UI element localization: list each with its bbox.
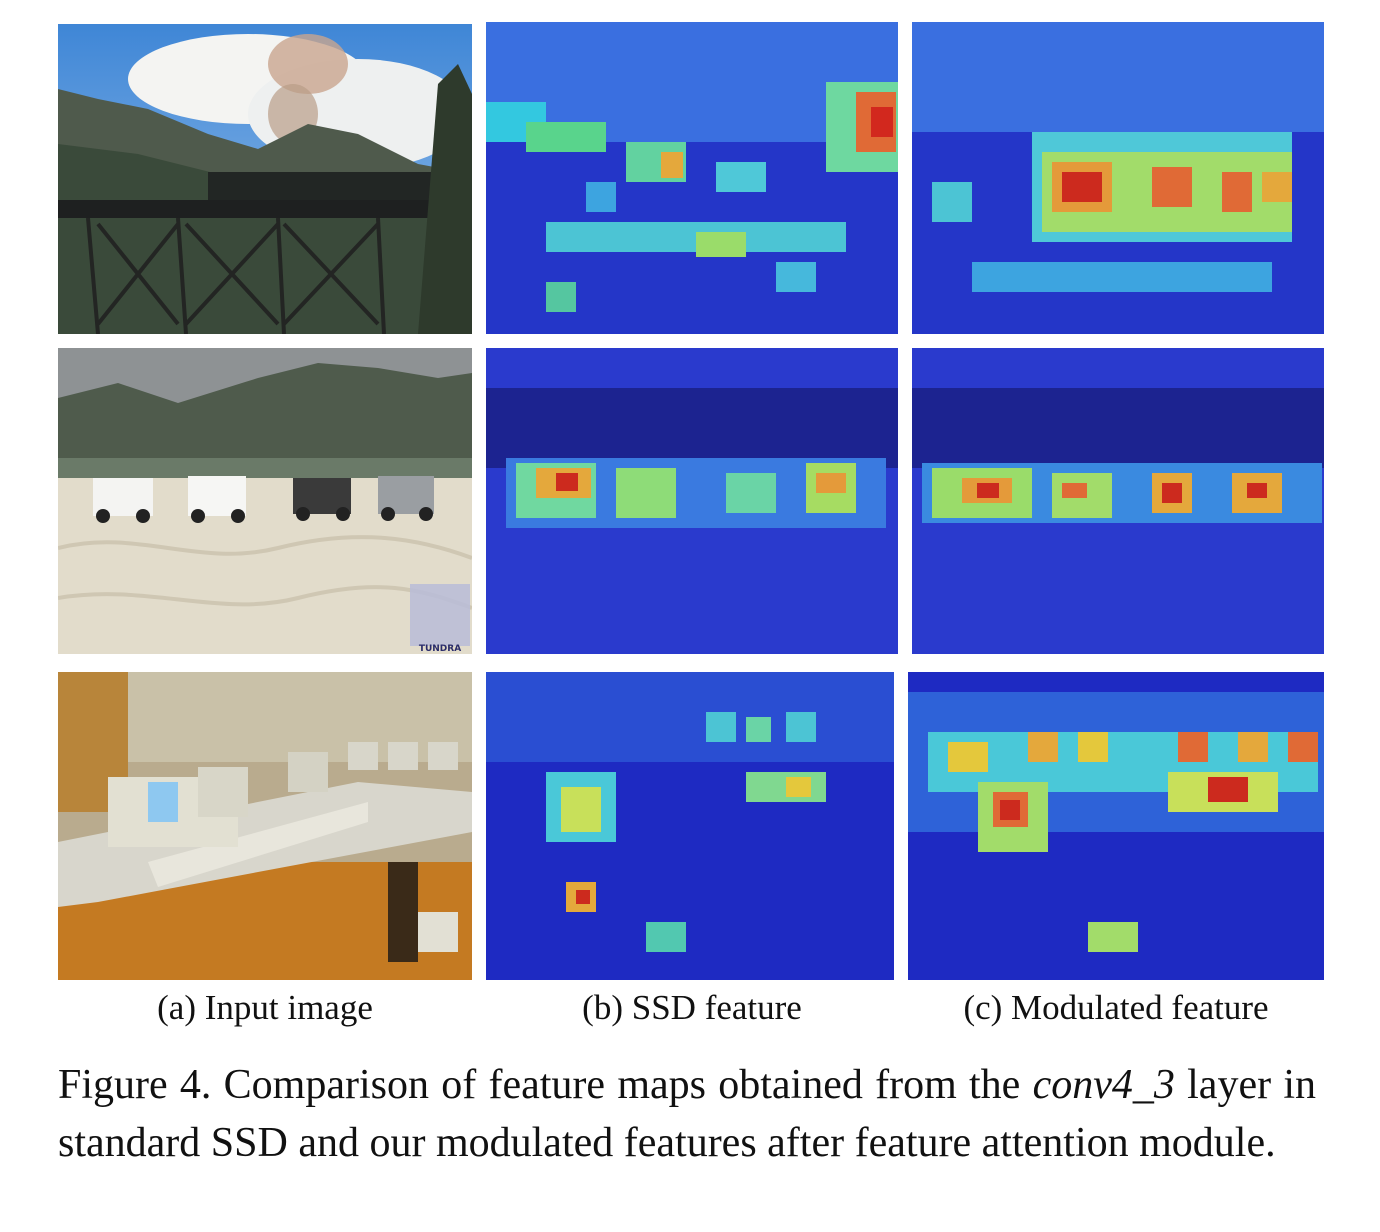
- caption-suffix: layer in standard SSD and our modulated …: [58, 1062, 1316, 1166]
- column-label-modulated-feature: (c) Modulated feature: [963, 988, 1269, 1027]
- caption-math-layer-name: conv4_3: [1032, 1062, 1175, 1108]
- modulated-feature-map-trucks: [912, 348, 1324, 654]
- ssd-feature-map-trucks: [486, 348, 898, 654]
- ssd-feature-map-lab: [486, 672, 894, 980]
- column-label-ssd-feature: (b) SSD feature: [582, 988, 802, 1027]
- input-image-train: [58, 24, 472, 334]
- caption-prefix: Figure 4. Comparison of feature maps obt…: [58, 1062, 1033, 1108]
- ssd-feature-map-train: [486, 22, 898, 334]
- modulated-feature-map-train: [912, 22, 1324, 334]
- figure-caption: Figure 4. Comparison of feature maps obt…: [58, 1056, 1316, 1172]
- input-image-trucks: TUNDRA: [58, 348, 472, 654]
- input-image-lab: [58, 672, 472, 980]
- modulated-feature-map-lab: [908, 672, 1324, 980]
- tundra-watermark: TUNDRA: [419, 644, 461, 654]
- column-label-input-image: (a) Input image: [157, 988, 373, 1027]
